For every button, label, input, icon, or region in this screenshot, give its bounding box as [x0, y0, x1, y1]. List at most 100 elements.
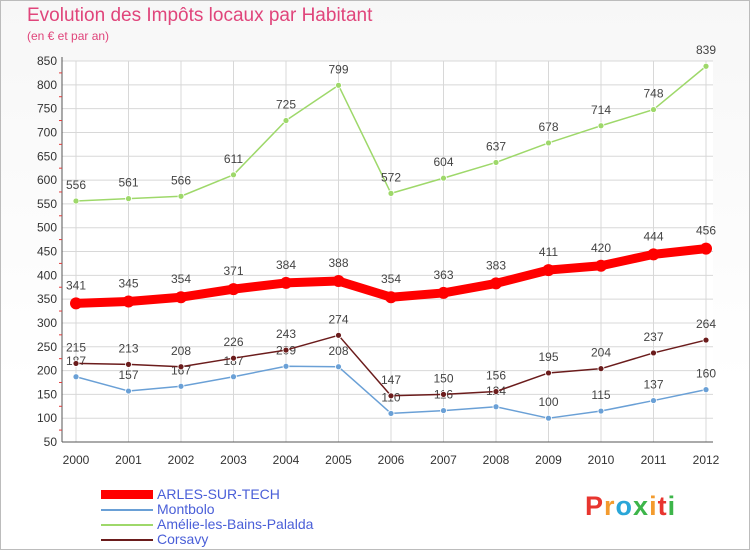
data-point	[490, 277, 502, 290]
data-label: 566	[171, 173, 191, 187]
legend-swatch	[101, 523, 153, 526]
data-point	[122, 295, 135, 308]
y-tick-label: 50	[44, 435, 58, 449]
x-tick-label: 2010	[588, 453, 615, 467]
data-label: 371	[223, 264, 243, 278]
data-point	[335, 81, 342, 89]
data-label: 611	[224, 152, 243, 166]
x-tick-label: 2012	[693, 453, 720, 467]
data-point	[492, 388, 500, 395]
data-label: 157	[118, 368, 138, 382]
data-point	[702, 386, 710, 394]
series-group: 1871571671872092081101161241001151371605…	[66, 43, 716, 422]
x-tick-label: 2004	[273, 453, 300, 467]
data-label: 160	[696, 367, 716, 381]
y-tick-label: 500	[37, 221, 57, 235]
data-point	[70, 297, 82, 310]
data-label: 561	[118, 176, 138, 190]
data-label: 411	[539, 245, 558, 259]
data-point	[597, 122, 605, 130]
data-label: 213	[118, 341, 138, 355]
data-label: 799	[328, 62, 348, 76]
data-label: 137	[643, 378, 663, 392]
logo-letter: i	[667, 491, 677, 521]
logo-letter: o	[615, 491, 634, 521]
logo-letter: P	[585, 491, 605, 521]
data-point	[385, 291, 397, 304]
data-label: 354	[171, 272, 191, 286]
data-point	[700, 242, 712, 255]
data-point	[440, 390, 447, 398]
data-point	[545, 414, 552, 422]
data-point	[227, 283, 240, 296]
data-label: 572	[381, 170, 401, 184]
data-point	[595, 259, 607, 272]
data-point	[492, 159, 500, 166]
data-point	[230, 373, 237, 381]
y-tick-label: 250	[37, 340, 57, 354]
data-label: 456	[696, 224, 716, 238]
data-point	[282, 362, 290, 370]
data-label: 363	[433, 268, 453, 282]
data-point	[650, 349, 657, 357]
data-point	[72, 197, 80, 205]
data-label: 678	[538, 120, 558, 134]
data-label: 150	[433, 371, 453, 385]
y-tick-label: 300	[37, 316, 57, 330]
logo-letter: t	[657, 491, 668, 521]
data-point	[332, 275, 345, 288]
data-label: 748	[643, 87, 663, 101]
x-tick-label: 2001	[115, 453, 142, 467]
legend-swatch	[101, 538, 153, 541]
data-point	[72, 360, 80, 367]
y-tick-label: 200	[37, 364, 57, 378]
data-label: 384	[276, 258, 296, 272]
chart-title: Evolution des Impôts locaux par Habitant	[27, 5, 373, 26]
data-point	[702, 336, 710, 344]
legend-label: Montbolo	[157, 501, 215, 517]
data-point	[545, 139, 552, 147]
data-label: 637	[486, 139, 506, 153]
data-point	[125, 360, 132, 368]
x-tick-label: 2008	[483, 453, 510, 467]
y-tick-label: 400	[37, 268, 57, 282]
data-label: 725	[276, 98, 296, 112]
data-label: 147	[381, 373, 401, 387]
y-tick-label: 600	[37, 173, 57, 187]
data-point	[125, 387, 132, 395]
data-point	[177, 382, 185, 390]
data-point	[175, 291, 187, 304]
data-point	[335, 331, 342, 339]
logo-letter: r	[604, 491, 616, 521]
legend-label: Corsavy	[157, 531, 209, 547]
x-tick-label: 2000	[63, 453, 90, 467]
data-point	[230, 171, 237, 179]
data-point	[440, 407, 447, 414]
data-point	[702, 62, 710, 70]
data-point	[387, 410, 395, 417]
data-label: 100	[538, 395, 558, 409]
x-tick-label: 2009	[535, 453, 562, 467]
data-point	[437, 286, 450, 299]
axes: 50 100 150 200 250 300 350 400 450 500 550 600 650 70…	[37, 54, 720, 467]
data-point	[542, 264, 555, 277]
legend-swatch	[101, 508, 153, 511]
y-tick-label: 100	[37, 411, 57, 425]
data-label: 274	[328, 312, 348, 326]
data-point	[650, 397, 657, 404]
data-point	[72, 373, 80, 381]
data-label: 208	[171, 344, 191, 358]
data-label: 195	[538, 350, 558, 364]
data-point	[597, 407, 605, 415]
y-tick-label: 450	[37, 245, 57, 259]
data-point	[282, 346, 290, 354]
data-label: 444	[643, 229, 663, 243]
x-tick-label: 2003	[220, 453, 247, 467]
x-tick-label: 2005	[325, 453, 352, 467]
y-tick-label: 750	[37, 102, 57, 116]
data-point	[440, 174, 447, 182]
x-tick-label: 2007	[430, 453, 457, 467]
data-label: 215	[66, 340, 86, 354]
